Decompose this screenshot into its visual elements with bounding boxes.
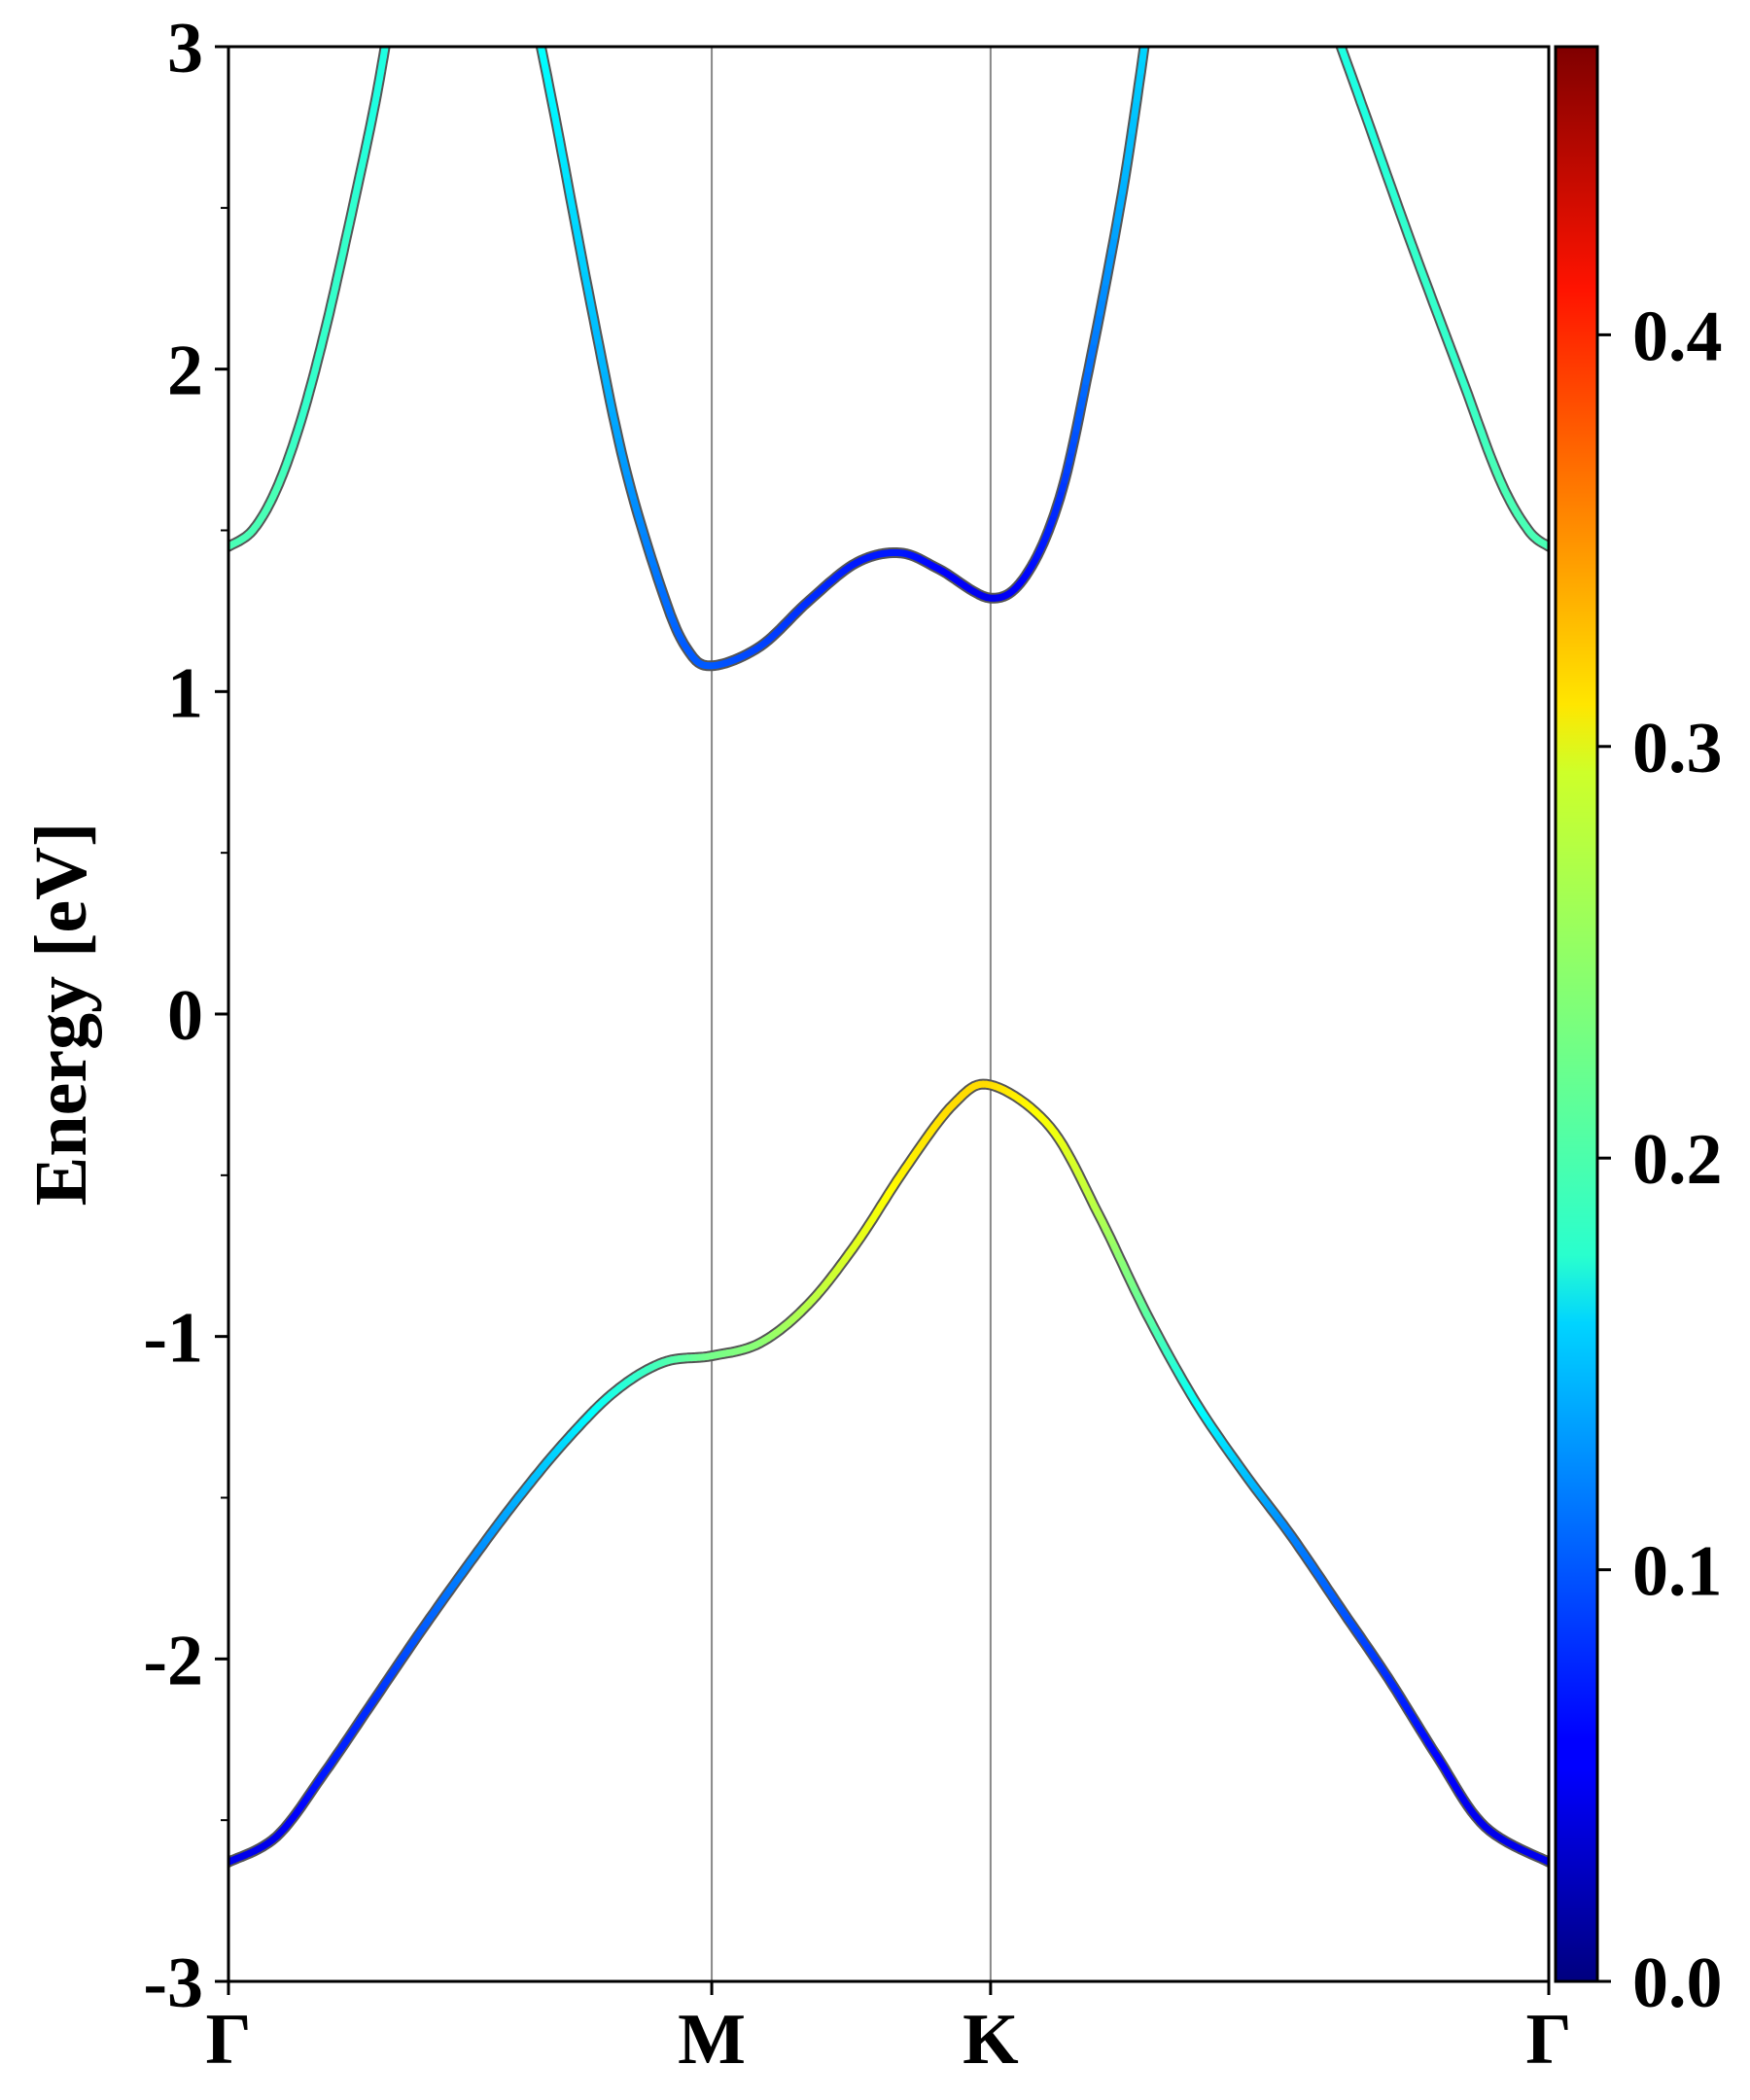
plot-frame [227, 45, 1551, 1983]
x-tick-label: Γ [1525, 2000, 1571, 2080]
band-segment [387, 34, 388, 39]
band-1-outline [228, 1078, 1549, 1868]
colorbar-tick-label: 0.2 [1632, 1120, 1723, 1200]
y-tick-label: -2 [143, 1621, 203, 1700]
high-symmetry-lines [711, 47, 992, 1981]
y-tick-label: 2 [167, 332, 203, 411]
colorbar-tick-label: 0.1 [1632, 1532, 1723, 1612]
y-tick-label: -1 [143, 1299, 203, 1379]
band-segment [1335, 30, 1336, 34]
x-tick-label: K [962, 2000, 1019, 2080]
band-segment [383, 47, 389, 48]
y-axis: -3 -2 -1 0 1 2 3 [143, 9, 228, 2023]
bands [228, 30, 1549, 1868]
y-tick-label: 3 [167, 9, 203, 88]
band-segment [1338, 47, 1342, 48]
band-2 [228, 30, 391, 552]
band-1 [228, 1078, 1549, 1868]
plot-area [227, 30, 1551, 1983]
band-segment [538, 30, 539, 35]
band-2-outline [228, 47, 391, 552]
colorbar-tick-label: 0.4 [1632, 297, 1723, 376]
band-segment [387, 30, 388, 34]
colorbar-tick-label: 0.0 [1632, 1943, 1723, 2023]
x-tick-label: M [678, 2000, 746, 2080]
y-tick-label: 1 [167, 653, 203, 733]
y-tick-label: 0 [167, 976, 203, 1056]
colorbar: 0.0 0.1 0.2 0.3 0.4 [1554, 45, 1723, 2023]
y-tick-label: -3 [143, 1943, 203, 2023]
x-tick-label: Γ [205, 2000, 251, 2080]
colorbar-ticks: 0.0 0.1 0.2 0.3 0.4 [1597, 297, 1723, 2023]
colorbar-tick-label: 0.3 [1632, 709, 1723, 788]
band-3 [535, 30, 1150, 672]
band-segment [1337, 34, 1339, 39]
band-segment [539, 35, 540, 40]
band-segment [1145, 30, 1146, 38]
band-segment [537, 47, 544, 50]
band-4 [1335, 30, 1549, 552]
band-4-outline [1335, 47, 1549, 552]
colorbar-gradient [1554, 45, 1599, 1983]
y-axis-label: Energy [eV] [20, 822, 102, 1207]
